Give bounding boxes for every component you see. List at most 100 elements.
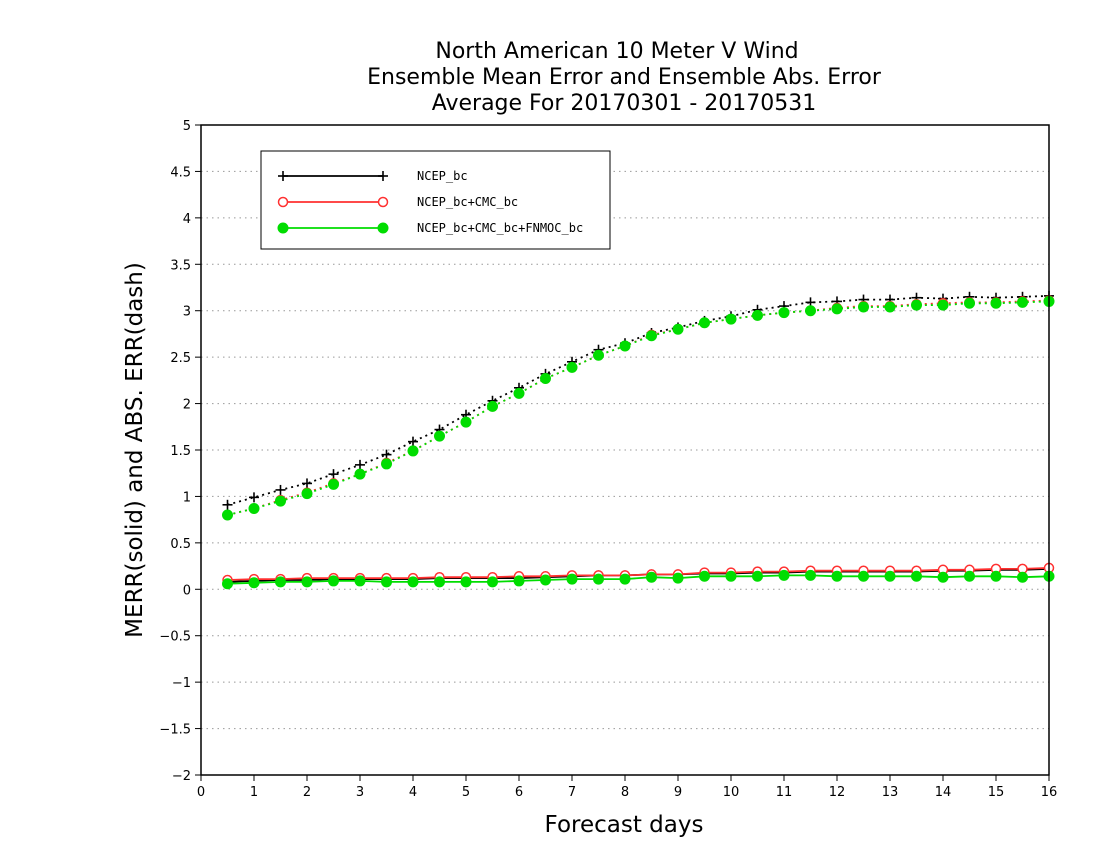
abs-err-point (884, 301, 896, 313)
abs-err-point (222, 509, 233, 521)
merr-point (593, 573, 604, 585)
merr-point (646, 571, 657, 583)
title-line-2: Ensemble Mean Error and Ensemble Abs. Er… (367, 65, 882, 90)
abs-err-point (566, 361, 578, 373)
abs-err-point (805, 305, 816, 317)
x-tick-label: 11 (776, 785, 793, 800)
merr-point (434, 576, 445, 588)
x-tick-label: 3 (356, 785, 364, 800)
merr-point (752, 570, 763, 582)
merr-point (911, 570, 922, 582)
abs-err-point (619, 340, 631, 352)
abs-err-point (407, 445, 419, 457)
legend-box (260, 150, 611, 250)
legend-label: NCEP_bc+CMC_bc (417, 195, 518, 209)
abs-err-point (275, 484, 286, 495)
abs-err-point (328, 469, 339, 480)
abs-err-point (513, 387, 525, 399)
merr-point (487, 576, 498, 588)
x-tick-label: 15 (988, 785, 1005, 800)
x-tick-label: 6 (515, 785, 523, 800)
abs-err-line (227, 299, 1050, 516)
x-tick-label: 5 (462, 785, 470, 800)
x-tick-label: 12 (829, 785, 846, 800)
y-tick-label: −1.5 (159, 723, 191, 738)
y-tick-label: 1 (183, 490, 191, 505)
y-tick-label: 2 (183, 398, 191, 413)
y-tick-label: 2.5 (170, 351, 191, 366)
abs-err-point (328, 478, 339, 490)
legend-marker (377, 196, 389, 208)
y-tick-label: 5 (183, 119, 191, 134)
y-tick-label: 3 (183, 305, 191, 320)
abs-err-point (593, 349, 604, 361)
legend-marker (277, 196, 289, 208)
y-tick-label: 1.5 (170, 444, 191, 459)
abs-err-point (831, 303, 843, 315)
abs-err-point (355, 459, 365, 470)
x-tick-label: 4 (409, 785, 417, 800)
abs-err-point (354, 468, 366, 480)
merr-point (248, 577, 260, 589)
series-2 (222, 295, 1055, 590)
abs-err-point (778, 307, 790, 319)
x-axis-label: Forecast days (545, 812, 704, 838)
merr-point (964, 570, 975, 582)
x-tick-label: 8 (621, 785, 629, 800)
abs-err-point (911, 299, 922, 311)
y-tick-label: 0 (183, 583, 191, 598)
abs-err-line (227, 295, 1050, 506)
y-tick-label: −2 (172, 769, 191, 784)
abs-err-point (964, 297, 975, 309)
abs-err-point (248, 503, 260, 514)
abs-err-point (487, 400, 498, 412)
x-tick-label: 9 (674, 785, 682, 800)
abs-err-point (222, 499, 233, 510)
title-line-3: Average For 20170301 - 20170531 (432, 91, 817, 116)
abs-err-point (275, 495, 286, 507)
legend-label: NCEP_bc+CMC_bc+FNMOC_bc (417, 221, 583, 235)
y-tick-label: 0.5 (170, 537, 191, 552)
x-tick-label: 7 (568, 785, 576, 800)
x-tick-label: 1 (250, 785, 258, 800)
legend: NCEP_bc NCEP_bc+CMC_bc NCEP_bc+CMC_bc+FNMO… (260, 150, 611, 250)
abs-err-point (301, 488, 313, 500)
series-0 (222, 290, 1054, 587)
merr-point (301, 576, 313, 588)
abs-err-point (249, 492, 259, 503)
merr-point (407, 576, 419, 588)
merr-point (222, 578, 233, 590)
merr-point (884, 570, 896, 582)
abs-err-point (460, 416, 472, 428)
merr-point (858, 570, 869, 582)
legend-marker (378, 171, 388, 181)
merr-point (513, 575, 525, 587)
merr-point (672, 572, 684, 584)
x-tick-label: 10 (723, 785, 740, 800)
merr-point (381, 576, 392, 588)
x-tick-label: 16 (1041, 785, 1058, 800)
abs-err-point (752, 309, 763, 321)
merr-point (831, 570, 843, 582)
abs-err-point (725, 313, 737, 325)
y-axis-ticks: 5 4.5 4 3.5 3 2.5 2 1.5 1 0.5 0 −0.5 −1 −1.5 −2 (159, 119, 201, 784)
merr-point (275, 576, 286, 588)
merr-point (354, 575, 366, 587)
abs-err-point (408, 436, 418, 447)
merr-point (540, 574, 551, 586)
x-tick-label: 0 (197, 785, 205, 800)
legend-label: NCEP_bc (417, 169, 468, 183)
series-1 (222, 295, 1055, 586)
merr-point (328, 575, 339, 587)
y-axis-label: MERR(solid) and ABS. ERR(dash) (122, 262, 148, 638)
merr-point (725, 570, 737, 582)
merr-point (566, 573, 578, 585)
merr-point (1017, 571, 1028, 583)
y-tick-label: 4 (183, 212, 191, 227)
abs-err-point (540, 373, 551, 384)
plot-area (222, 290, 1055, 590)
y-tick-label: −0.5 (159, 630, 191, 645)
merr-point (699, 570, 710, 582)
legend-marker (277, 222, 289, 234)
